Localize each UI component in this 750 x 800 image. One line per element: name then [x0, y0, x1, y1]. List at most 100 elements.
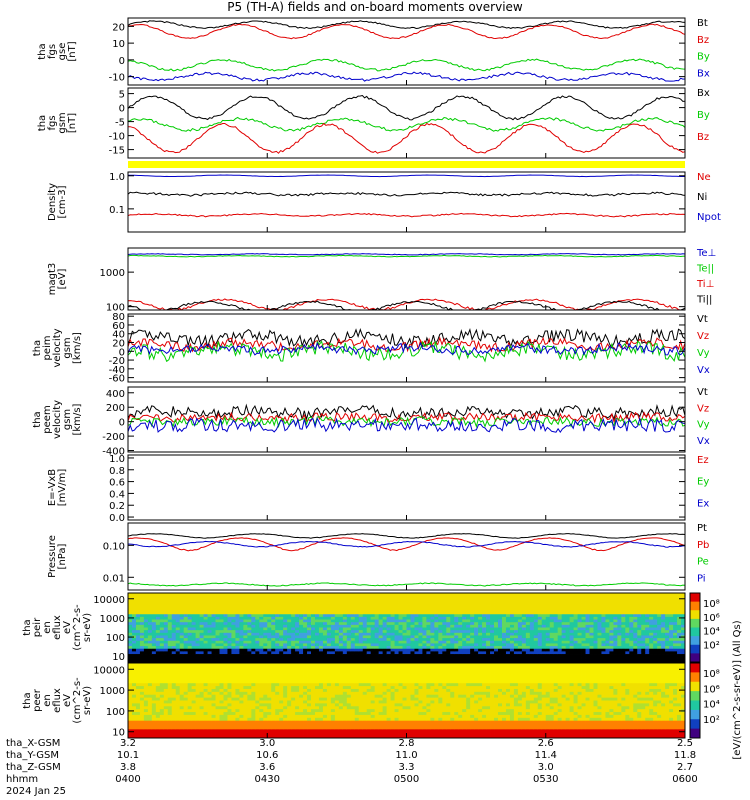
spectrogram-cell — [163, 659, 169, 663]
spectrogram-cell — [279, 616, 284, 620]
spectrogram-cell — [573, 603, 578, 607]
spectrogram-cell — [155, 616, 161, 620]
spectrogram-cell — [179, 656, 185, 660]
spectrogram-cell — [227, 598, 232, 602]
spectrogram-cell — [199, 717, 204, 722]
spectrogram-cell — [641, 640, 646, 644]
spectrogram-cell — [275, 674, 280, 678]
spectrogram-cell — [577, 635, 582, 639]
spectrogram-cell — [235, 680, 240, 684]
spectrogram-cell — [637, 646, 642, 650]
spectrogram-cell — [219, 635, 224, 639]
spectrogram-cell — [501, 651, 507, 655]
spectrogram-cell — [346, 632, 352, 636]
spectrogram-cell — [151, 619, 157, 623]
spectrogram-cell — [128, 706, 133, 710]
spectrogram-cell — [529, 632, 535, 636]
spectrogram-cell — [490, 614, 495, 618]
spectrogram-cell — [171, 595, 177, 599]
spectrogram-cell — [191, 683, 197, 687]
spectrogram-cell — [295, 603, 300, 607]
spectrogram-cell — [366, 598, 372, 602]
spectrogram-cell — [382, 606, 388, 610]
spectrogram-cell — [267, 635, 272, 639]
spectrogram-cell — [438, 622, 443, 626]
spectrogram-cell — [223, 614, 228, 618]
spectrogram-cell — [179, 624, 185, 628]
spectrogram-cell — [537, 611, 543, 615]
spectrogram-cell — [223, 638, 228, 642]
spectrogram-cell — [434, 608, 439, 612]
spectrogram-cell — [175, 659, 181, 663]
spectrogram-cell — [398, 606, 403, 610]
spectrogram-cell — [199, 706, 204, 710]
spectrogram-cell — [255, 598, 260, 602]
spectrogram-cell — [255, 729, 260, 733]
spectrogram-cell — [525, 627, 531, 631]
spectrogram-cell — [573, 616, 578, 620]
spectrogram-cell — [259, 732, 264, 736]
spectrogram-cell — [311, 656, 316, 660]
spectrogram-cell — [402, 659, 407, 663]
spectrogram-cell — [382, 622, 388, 626]
spectrogram-cell — [486, 659, 491, 663]
spectrogram-cell — [681, 646, 686, 650]
spectrogram-cell — [362, 595, 368, 599]
spectrogram-cell — [573, 648, 578, 652]
spectrogram-cell — [378, 630, 384, 634]
spectrogram-cell — [513, 616, 519, 620]
spectrogram-cell — [513, 627, 519, 631]
spectrogram-cell — [191, 646, 197, 650]
spectrogram-cell — [438, 643, 443, 647]
spectrogram-cell — [370, 654, 376, 658]
spectrogram-cell — [386, 638, 391, 642]
spectrogram-cell — [525, 646, 531, 650]
spectrogram-cell — [247, 726, 252, 730]
spectrogram-cell — [454, 593, 459, 597]
spectrogram-cell — [486, 646, 491, 650]
spectrogram-cell — [183, 614, 189, 618]
spectrogram-cell — [438, 600, 443, 605]
spectrogram-cell — [450, 638, 455, 642]
spectrogram-cell — [211, 665, 216, 670]
spectrogram-cell — [171, 703, 177, 707]
spectrogram-cell — [581, 606, 586, 610]
spectrogram-cell — [271, 640, 276, 644]
spectrogram-cell — [478, 606, 483, 610]
spectrogram-cell — [171, 723, 177, 727]
legend-entry-blue: Vx — [697, 365, 710, 376]
spectrogram-cell — [358, 630, 364, 634]
spectrogram-cell — [394, 600, 399, 605]
spectrogram-cell — [275, 726, 280, 730]
spectrogram-cell — [303, 622, 308, 626]
spectrogram-cell — [275, 712, 280, 716]
spectrogram-cell — [533, 643, 539, 647]
spectrogram-cell — [195, 632, 201, 636]
spectrogram-cell — [398, 603, 403, 607]
spectrogram-cell — [287, 674, 292, 678]
spectrogram-cell — [287, 723, 292, 727]
spectrogram-cell — [541, 640, 547, 644]
spectrogram-cell — [255, 624, 260, 628]
spectrogram-cell — [334, 659, 340, 663]
spectrogram-cell — [243, 729, 248, 733]
spectrogram-cell — [394, 608, 399, 612]
spectrogram-cell — [299, 648, 304, 652]
spectrogram-cell — [259, 717, 264, 722]
spectrogram-cell — [195, 697, 201, 701]
y-tick-label: -10 — [109, 73, 125, 84]
spectrogram-cell — [215, 686, 220, 690]
spectrogram-cell — [275, 630, 280, 634]
spectrogram-cell — [131, 656, 137, 660]
spectrogram-cell — [657, 638, 662, 642]
spectrogram-cell — [418, 616, 423, 620]
spectrogram-cell — [139, 638, 145, 642]
spectrogram-cell — [561, 643, 567, 647]
spectrogram-cell — [275, 606, 280, 610]
spectrogram-cell — [179, 608, 185, 612]
spectrogram-cell — [521, 648, 527, 652]
spectrogram-cell — [673, 643, 678, 647]
spectrogram-cell — [478, 593, 483, 597]
spectrogram-cell — [525, 643, 531, 647]
spectrogram-cell — [346, 611, 352, 615]
